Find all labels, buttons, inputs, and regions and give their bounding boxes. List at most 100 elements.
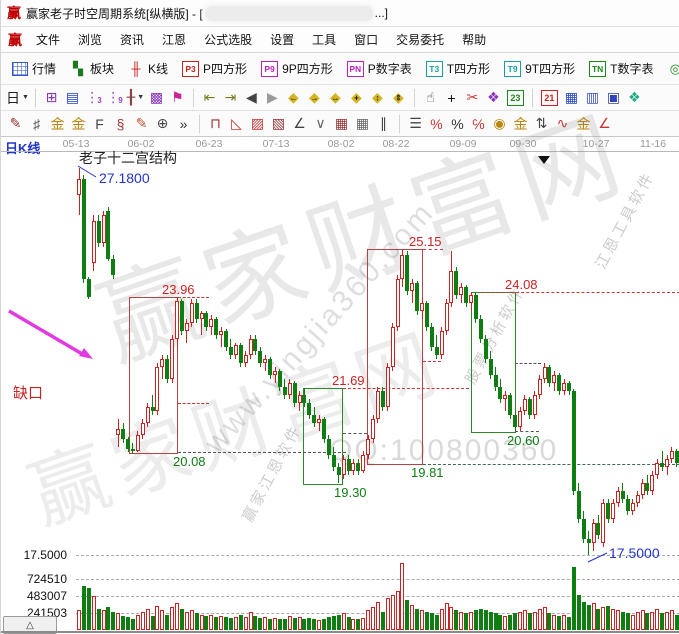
chart9-icon[interactable]: ⋮ 9 <box>106 89 123 105</box>
gold2-icon[interactable]: 金 <box>576 115 591 132</box>
menu-item-工具[interactable]: 工具 <box>312 33 337 47</box>
volume-bar <box>200 615 204 630</box>
hand-icon[interactable]: ☝ <box>426 89 435 105</box>
volume-bar <box>234 617 238 630</box>
zoom-all-icon[interactable]: ◆ + <box>351 89 362 105</box>
volume-bar <box>151 616 155 630</box>
gann-tool-icon[interactable]: ❖ <box>487 89 500 105</box>
volume-bar <box>464 613 468 630</box>
percent-lines-icon[interactable]: ℅ <box>472 115 485 132</box>
pattern-icon[interactable]: ⊞ <box>45 89 58 105</box>
more-tools-icon[interactable]: » <box>179 115 188 132</box>
scale-icon[interactable]: ☰ <box>409 115 422 131</box>
percent-red-icon[interactable]: % <box>430 115 443 132</box>
measure-icon[interactable]: ✂ <box>466 89 479 105</box>
gold-circle-icon[interactable]: ◉ <box>493 115 506 131</box>
menu-item-文件[interactable]: 文件 <box>36 33 61 47</box>
grid-pattern-icon[interactable]: ▩ <box>149 89 164 105</box>
doc-icon[interactable]: ▤ <box>65 89 80 105</box>
candle-style-button[interactable]: ╂ ▼ <box>126 89 145 105</box>
fib-f-icon[interactable]: F <box>95 115 104 132</box>
candle-body <box>87 279 91 297</box>
last-bar-icon[interactable]: ⇥ <box>224 89 237 105</box>
fan-icon[interactable]: ◺ <box>231 115 242 131</box>
menu-item-设置[interactable]: 设置 <box>270 33 295 47</box>
chart3-icon[interactable]: ⋮ 3 <box>85 89 102 105</box>
first-bar-icon[interactable]: ⇤ <box>203 89 216 105</box>
updown-icon[interactable]: ⇅ <box>535 115 548 131</box>
candle-body <box>572 391 576 491</box>
next-bar-icon[interactable]: ▶ <box>267 89 278 105</box>
menu-item-交易委托[interactable]: 交易委托 <box>396 33 445 47</box>
sectors-button[interactable]: ▚ 板块 <box>63 58 121 79</box>
menu-item-浏览[interactable]: 浏览 <box>78 33 103 47</box>
period-day-button[interactable]: 日 ▼ <box>6 89 29 106</box>
candle-body <box>670 451 674 459</box>
volume-bar <box>111 612 115 630</box>
angle-l-icon[interactable]: ∠ <box>598 115 611 131</box>
zoom-left-icon[interactable]: ◆ ← <box>288 89 299 105</box>
parallel-icon[interactable]: ∥ <box>380 115 387 131</box>
zoom-vh-icon[interactable]: ◆ ⇕ <box>393 89 404 105</box>
p9-square-button[interactable]: P9 9P四方形 <box>254 58 340 79</box>
angle-icon[interactable]: ∠ <box>293 115 306 131</box>
menu-item-江恩[interactable]: 江恩 <box>162 33 187 47</box>
cycle-23-icon[interactable]: 23 <box>506 89 524 106</box>
menu-item-资讯[interactable]: 资讯 <box>120 33 145 47</box>
menu-item-帮助[interactable]: 帮助 <box>462 33 487 47</box>
calculator-icon[interactable]: ▦ <box>564 89 579 105</box>
menu-item-公式选股[interactable]: 公式选股 <box>204 33 253 47</box>
candle-body <box>77 179 81 195</box>
p-table-button[interactable]: PN P数字表 <box>340 58 419 79</box>
prev-bar-icon[interactable]: ◀ <box>246 89 257 105</box>
volume-bar <box>317 620 321 630</box>
menu-item-窗口[interactable]: 窗口 <box>354 33 379 47</box>
chart-marker-triangle-icon[interactable] <box>538 156 550 164</box>
zoom-h-icon[interactable]: ◆ ↔ <box>330 89 341 105</box>
notepad-icon[interactable]: ▥ <box>585 89 600 105</box>
vee-icon[interactable]: ∨ <box>315 115 326 131</box>
box-rays-icon[interactable]: ▧ <box>271 115 286 131</box>
gold-grid-icon[interactable]: 金 <box>50 115 65 132</box>
gann-wheel-button[interactable]: ◎江恩轮 <box>660 58 679 79</box>
dense-grid2-icon[interactable]: ▦ <box>355 115 370 131</box>
gann-circle-icon[interactable]: ⊕ <box>156 115 169 131</box>
tools-extra-icon[interactable]: ❖ <box>628 89 641 105</box>
crosshair-icon[interactable]: + <box>447 89 456 106</box>
t-table-button[interactable]: TN T数字表 <box>582 58 660 79</box>
volume-bar <box>283 619 287 630</box>
flag-icon[interactable]: ⚑ <box>171 89 184 105</box>
quotes-button[interactable]: 行情 <box>5 58 63 79</box>
p-square-button[interactable]: P3 P四方形 <box>175 58 254 79</box>
volume-bar <box>533 612 537 630</box>
t9-square-button[interactable]: T9 9T四方形 <box>497 58 582 79</box>
zoom-v-icon[interactable]: ◆ ↕ <box>372 89 383 105</box>
percent-icon[interactable]: % <box>451 115 464 132</box>
candle-body <box>641 483 645 495</box>
spiral-icon[interactable]: § <box>116 115 125 132</box>
gold-lines-icon[interactable]: 金 <box>513 115 528 132</box>
t-square-button[interactable]: T3 T四方形 <box>419 58 497 79</box>
volume-bar <box>332 616 336 630</box>
chart-area[interactable]: 日K线 赢家财富网 赢家财富网 www.yingjia360.com QQ:10080… <box>1 96 679 634</box>
dense-grid-icon[interactable]: ▦ <box>334 115 349 131</box>
brush-icon[interactable]: ✎ <box>9 115 22 131</box>
gold-grid2-icon[interactable]: 金 <box>71 115 86 132</box>
gate-icon[interactable]: ⊓ <box>210 115 221 131</box>
window-titlebar[interactable]: 赢 赢家老子时空周期系统[纵横版] - [ ...] <box>1 0 679 27</box>
calendar-icon[interactable]: 21 <box>540 89 558 106</box>
save-icon[interactable]: ▣ <box>606 89 621 105</box>
p-table-button-icon: PN <box>346 60 364 77</box>
grid-tool-icon[interactable]: ♯ <box>33 115 40 132</box>
kline-button[interactable]: ╫ K线 <box>121 58 175 79</box>
pencil-icon[interactable]: ✎ <box>135 115 148 131</box>
candle-body <box>209 319 213 327</box>
wave-icon[interactable]: ∿ <box>556 115 569 131</box>
fan-box-icon[interactable]: ▨ <box>250 115 265 131</box>
candle-wick <box>201 311 202 335</box>
volume-bar <box>160 610 164 630</box>
candle-body <box>312 415 316 423</box>
zoom-right-icon[interactable]: ◆ → <box>309 89 320 105</box>
volume-bar <box>366 610 370 630</box>
candle-body <box>675 451 679 463</box>
